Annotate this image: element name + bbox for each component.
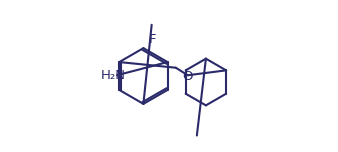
Text: O: O (183, 69, 193, 83)
Text: F: F (149, 33, 156, 46)
Text: H₂N: H₂N (100, 69, 125, 82)
